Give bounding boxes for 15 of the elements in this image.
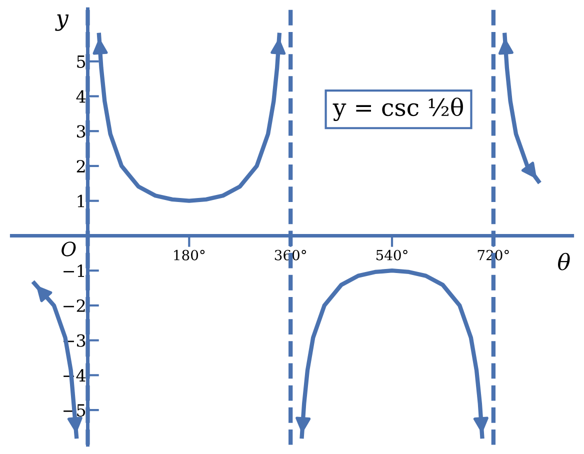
annotation: y = csc ½θ — [332, 98, 463, 122]
y-tick-label: 3 — [77, 125, 86, 138]
y-tick-label: −2 — [64, 299, 85, 312]
y-tick-label: 1 — [78, 194, 84, 208]
x-tick-label: 540° — [376, 250, 408, 260]
line-series — [502, 32, 541, 184]
x-axis-title: θ — [558, 252, 570, 270]
annotation: O — [62, 242, 76, 256]
y-axis-title: y — [55, 14, 69, 31]
line-series — [300, 268, 484, 439]
y-tick-label: 2 — [76, 160, 85, 172]
x-tick-label: 180° — [174, 250, 205, 260]
y-tick-label: −1 — [64, 264, 84, 277]
y-tick-label: 4 — [76, 90, 86, 103]
y-tick-label: 5 — [77, 56, 86, 68]
